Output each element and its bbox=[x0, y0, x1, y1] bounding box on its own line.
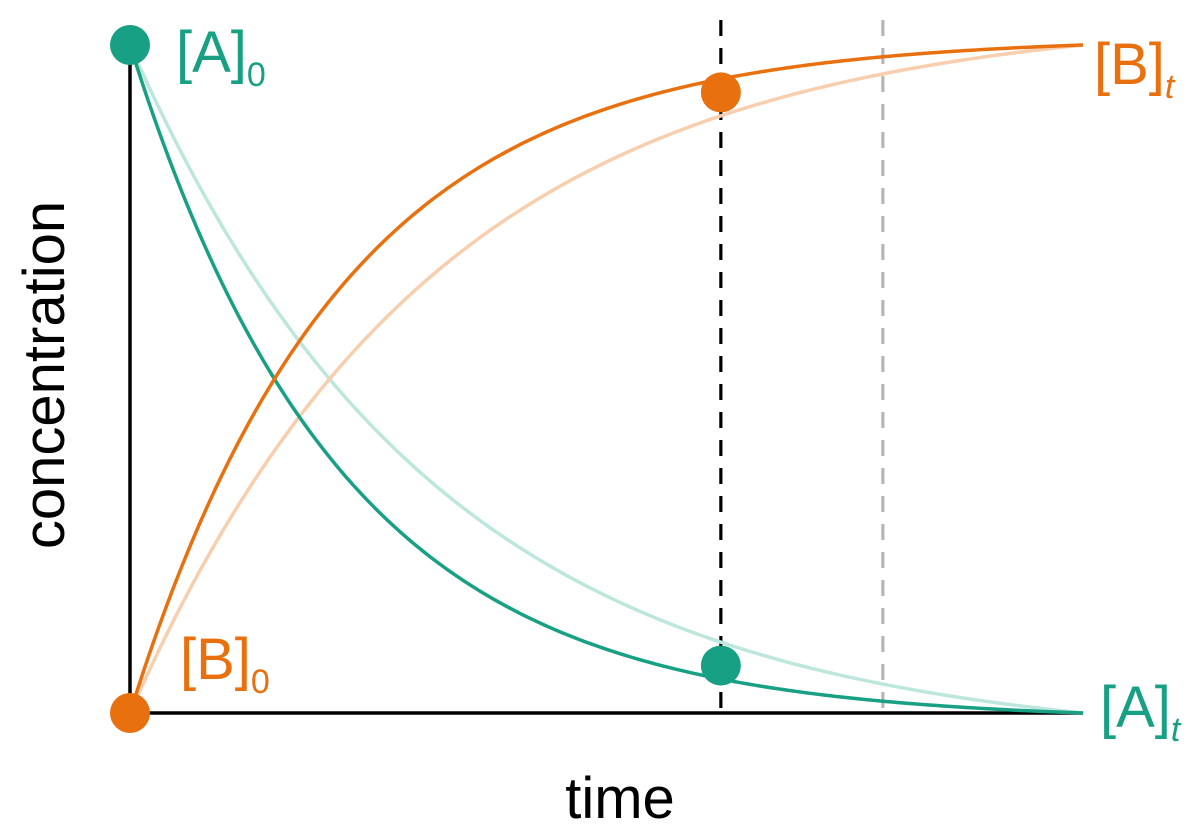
data-points bbox=[110, 25, 741, 733]
point-A0 bbox=[110, 25, 150, 65]
point-At_pt bbox=[700, 645, 741, 686]
curve-A_slow bbox=[128, 44, 1084, 715]
label-A0: [A]0 bbox=[176, 20, 266, 94]
x-axis-label: time bbox=[565, 766, 675, 831]
time-markers bbox=[719, 20, 885, 713]
point-Bt_pt bbox=[700, 72, 741, 113]
label-B0: [B]0 bbox=[180, 627, 270, 701]
label-At: [A]t bbox=[1100, 675, 1182, 749]
y-axis-label: concentration bbox=[12, 201, 77, 549]
curve-B_fast bbox=[128, 43, 1084, 714]
curve-B_slow bbox=[128, 43, 1084, 714]
point-B0 bbox=[110, 693, 150, 733]
curves bbox=[128, 43, 1084, 715]
curve-A_fast bbox=[128, 44, 1084, 715]
label-Bt: [B]t bbox=[1094, 32, 1176, 106]
